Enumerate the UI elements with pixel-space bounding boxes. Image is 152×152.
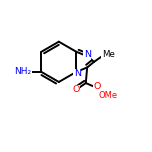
Text: Me: Me [102,50,115,59]
Text: NH₂: NH₂ [14,67,32,76]
Text: N: N [74,69,81,78]
Text: O: O [72,85,79,94]
Text: N: N [84,50,91,59]
Text: O: O [94,82,101,91]
Text: OMe: OMe [98,91,117,100]
